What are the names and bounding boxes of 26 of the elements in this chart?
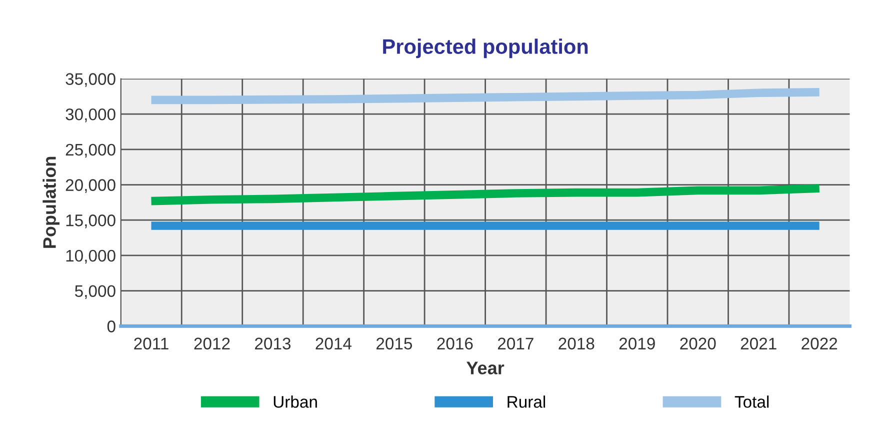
x-tick-label: 2012	[194, 338, 230, 350]
chart-title: Projected population	[383, 38, 588, 58]
y-tick-label: 0	[107, 320, 116, 332]
y-tick-label: 25,000	[66, 144, 116, 158]
x-tick-label: 2020	[680, 338, 716, 350]
y-tick-label: 15,000	[66, 214, 116, 228]
x-tick-label: 2019	[619, 338, 655, 350]
x-tick-label: 2013	[255, 338, 291, 350]
y-tick-label: 5,000	[74, 285, 116, 299]
x-tick-label: 2016	[437, 338, 473, 350]
y-tick-label: 10,000	[66, 250, 116, 264]
legend-label: Total	[734, 396, 769, 408]
x-tick-label: 2022	[802, 338, 838, 350]
x-tick-label: 2011	[134, 338, 168, 350]
x-tick-label: 2015	[376, 338, 412, 350]
y-tick-label: 20,000	[66, 179, 116, 193]
y-tick-label: 30,000	[66, 108, 116, 122]
x-tick-label: 2017	[498, 338, 534, 350]
y-tick-label: 35,000	[66, 73, 116, 87]
legend-label: Rural	[508, 396, 546, 408]
legend-label: Urban	[274, 396, 317, 408]
y-axis-title: Population	[42, 156, 60, 248]
x-tick-label: 2021	[740, 338, 776, 350]
x-tick-label: 2014	[316, 338, 352, 350]
x-tick-label: 2018	[558, 338, 594, 350]
x-axis-title: Year	[466, 362, 504, 374]
